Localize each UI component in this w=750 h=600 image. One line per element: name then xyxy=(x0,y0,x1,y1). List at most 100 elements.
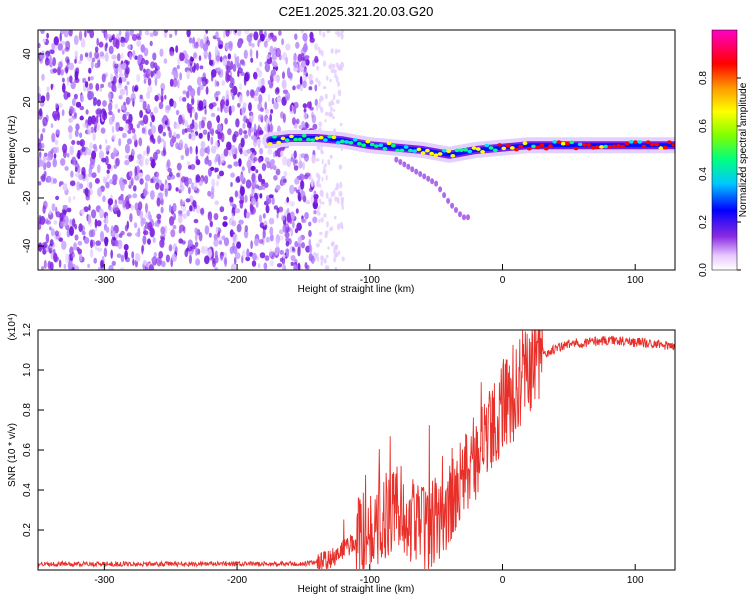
noise-cell xyxy=(63,264,67,269)
noise-cell xyxy=(226,60,231,66)
signal-cell xyxy=(565,141,570,146)
noise-cell xyxy=(95,83,100,92)
noise-cell xyxy=(88,229,94,238)
noise-cell xyxy=(105,146,110,152)
noise-cell xyxy=(106,33,113,40)
noise-cell xyxy=(156,197,161,207)
noise-cell xyxy=(289,201,296,207)
x-tick-label: -100 xyxy=(360,575,380,586)
noise-cell xyxy=(328,64,331,69)
snr-scale-label: (x10⁴) xyxy=(7,313,18,340)
noise-cell xyxy=(71,115,77,120)
noise-cell xyxy=(96,37,99,46)
noise-cell xyxy=(144,30,150,36)
noise-cell xyxy=(293,150,297,159)
noise-cell xyxy=(242,122,246,129)
noise-cell xyxy=(245,256,251,262)
signal-cell xyxy=(416,147,422,152)
noise-cell xyxy=(169,98,174,107)
noise-cell xyxy=(269,45,274,55)
noise-cell xyxy=(44,57,50,66)
noise-cell xyxy=(322,31,326,38)
noise-cell xyxy=(84,30,87,38)
noise-cell xyxy=(340,199,344,207)
noise-cell xyxy=(43,259,47,269)
signal-cell xyxy=(386,141,392,146)
spectrogram-y-label: Frequency (Hz) xyxy=(7,116,18,185)
noise-cell xyxy=(157,135,162,145)
noise-cell xyxy=(214,255,219,264)
noise-cell xyxy=(188,37,193,44)
noise-cell xyxy=(60,221,64,227)
noise-cell xyxy=(107,163,112,170)
noise-cell xyxy=(123,105,127,114)
noise-cell xyxy=(147,69,151,75)
colorbar: 0.0 0.2 0.4 0.6 0.8 Normalized spectral ampl… xyxy=(698,29,749,277)
noise-cell xyxy=(274,247,279,256)
noise-cell xyxy=(172,78,178,88)
noise-cell xyxy=(153,73,157,79)
noise-cell xyxy=(61,240,67,250)
noise-cell xyxy=(258,239,264,244)
noise-cell xyxy=(324,230,329,235)
signal-cell xyxy=(284,138,290,142)
noise-cell xyxy=(205,86,209,95)
noise-cell xyxy=(333,248,337,255)
noise-cell xyxy=(136,33,140,39)
noise-cell xyxy=(158,192,164,198)
noise-cell xyxy=(74,234,79,241)
x-tick-label: -300 xyxy=(94,575,114,586)
noise-cell xyxy=(137,54,142,62)
noise-cell xyxy=(226,71,230,82)
noise-cell xyxy=(298,65,301,72)
noise-cell xyxy=(328,197,332,204)
noise-cell xyxy=(251,173,256,183)
noise-cell xyxy=(276,263,283,268)
noise-cell xyxy=(249,48,253,58)
noise-cell xyxy=(82,77,87,84)
noise-cell xyxy=(155,70,161,79)
noise-cell xyxy=(58,61,63,70)
noise-cell xyxy=(48,247,53,254)
noise-cell xyxy=(129,170,133,177)
noise-cell xyxy=(253,123,257,134)
noise-cell xyxy=(99,208,104,216)
signal-cell xyxy=(535,145,541,150)
signal-cell xyxy=(543,146,549,151)
noise-cell xyxy=(69,180,76,187)
noise-cell xyxy=(111,260,117,266)
noise-cell xyxy=(340,61,343,65)
noise-cell xyxy=(279,249,285,255)
noise-cell xyxy=(121,77,127,82)
noise-cell xyxy=(311,154,316,164)
noise-cell xyxy=(150,161,156,167)
signal-tail-cell xyxy=(434,180,439,187)
noise-cell xyxy=(244,194,248,203)
noise-cell xyxy=(327,246,330,250)
noise-cell xyxy=(220,132,225,143)
noise-cell xyxy=(255,199,259,208)
signal-cell xyxy=(301,133,307,138)
noise-cell xyxy=(136,123,140,129)
noise-cell xyxy=(155,182,160,190)
noise-cell xyxy=(229,229,234,238)
signal-cell xyxy=(391,143,396,148)
noise-cell xyxy=(221,80,225,87)
noise-cell xyxy=(73,35,79,46)
noise-cell xyxy=(237,67,243,74)
noise-cell xyxy=(148,210,151,221)
spectrogram-x-ticks: -300 -200 -100 0 100 xyxy=(94,264,644,286)
noise-cell xyxy=(204,255,210,265)
noise-cell xyxy=(215,55,221,62)
noise-cell xyxy=(177,57,180,66)
noise-cell xyxy=(259,193,263,199)
noise-cell xyxy=(38,86,41,95)
signal-cell xyxy=(658,146,664,150)
noise-cell xyxy=(255,184,259,189)
noise-cell xyxy=(157,124,164,134)
noise-cell xyxy=(281,38,284,46)
noise-cell xyxy=(123,244,129,251)
y-tick-label: 0.4 xyxy=(22,483,33,497)
noise-cell xyxy=(214,167,218,173)
noise-cell xyxy=(68,260,73,270)
